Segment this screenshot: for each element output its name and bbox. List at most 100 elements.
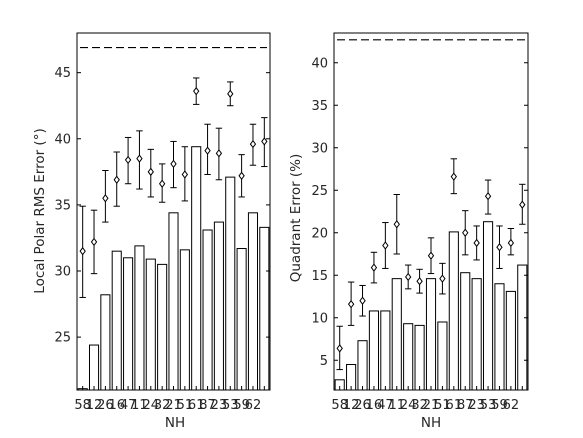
left-bar: [157, 263, 168, 391]
right-xtick-label: 87: [457, 398, 474, 413]
left-marker: [136, 154, 143, 163]
left-xtick-label: 58: [74, 398, 91, 413]
left-ytick-label: 35: [54, 198, 71, 213]
left-ytick-label: 30: [54, 265, 71, 280]
left-ytick-label: 45: [54, 66, 71, 81]
left-xtick-label: 62: [245, 398, 262, 413]
left-marker: [147, 167, 154, 177]
right-ytick-label: 10: [311, 311, 328, 326]
left-xtick-label: 16: [108, 398, 125, 413]
right-ytick-label: 25: [311, 184, 328, 199]
left-bar: [88, 344, 100, 391]
left-marker: [79, 246, 86, 256]
left-bar: [259, 226, 270, 391]
right-bar: [368, 310, 380, 391]
right-xtick-label: 26: [354, 398, 371, 413]
left-xtick-label: 26: [97, 398, 114, 413]
right-bar: [482, 221, 494, 391]
right-marker: [405, 272, 412, 282]
right-xtick-label: 12: [343, 398, 360, 413]
left-bar: [168, 212, 179, 391]
right-bar: [460, 272, 471, 391]
right-xtick-label: 32: [411, 398, 428, 413]
right-marker: [347, 299, 355, 309]
left-marker: [90, 237, 98, 247]
right-marker: [496, 242, 503, 252]
left-marker: [193, 86, 200, 96]
right-marker: [462, 228, 469, 237]
right-xtick-label: 51: [434, 398, 451, 413]
left-xtick-label: 23: [211, 398, 228, 413]
right-xlabel: NH: [421, 415, 441, 431]
left-bar: [247, 212, 259, 391]
left-marker: [113, 175, 120, 185]
right-bar: [494, 283, 505, 391]
right-xtick-label: 24: [400, 398, 417, 413]
right-ytick-label: 30: [311, 141, 328, 156]
left-marker: [181, 170, 189, 179]
right-ytick-label: 15: [311, 269, 328, 284]
right-bar: [380, 310, 391, 391]
right-bar: [357, 340, 368, 391]
left-ytick-label: 25: [54, 331, 71, 346]
left-bar: [213, 221, 224, 391]
left-bar: [134, 245, 145, 391]
left-xtick-label: 61: [188, 398, 205, 413]
right-xtick-label: 58: [331, 398, 348, 413]
right-marker: [393, 220, 400, 229]
left-xtick-label: 11: [131, 398, 148, 413]
right-bar: [414, 324, 425, 391]
right-xtick-label: 23: [468, 398, 485, 413]
right-bar: [437, 321, 448, 391]
right-marker: [473, 238, 480, 248]
right-ytick-label: 20: [311, 226, 328, 241]
left-marker: [261, 137, 268, 146]
left-bar: [123, 257, 134, 391]
left-xlabel: NH: [165, 415, 185, 431]
left-bar: [100, 294, 111, 391]
left-marker: [158, 179, 166, 188]
left-xtick-label: 51: [177, 398, 194, 413]
right-marker: [439, 274, 446, 283]
right-xtick-label: 11: [388, 398, 405, 413]
left-bar: [236, 248, 247, 391]
left-bar: [111, 250, 122, 391]
left-bar: [179, 249, 190, 391]
left-marker: [102, 194, 109, 203]
right-bar: [505, 290, 516, 391]
left-marker: [227, 89, 234, 99]
right-chart: Quadrant Error (%) NH 510152025303540581…: [288, 32, 529, 431]
right-marker: [484, 191, 492, 201]
right-xtick-label: 53: [480, 398, 497, 413]
left-marker: [249, 139, 257, 149]
left-bar: [145, 258, 156, 391]
left-xtick-label: 12: [86, 398, 103, 413]
left-bar: [225, 176, 236, 391]
right-bar: [517, 264, 528, 391]
left-xtick-label: 47: [120, 398, 137, 413]
right-marker: [382, 241, 389, 250]
right-marker: [359, 296, 366, 305]
right-marker: [519, 200, 526, 209]
right-ylabel: Quadrant Error (%): [288, 154, 304, 283]
right-marker: [427, 251, 435, 260]
left-xtick-label: 59: [233, 398, 250, 413]
right-marker: [507, 238, 515, 248]
right-xtick-label: 16: [366, 398, 383, 413]
left-xtick-label: 21: [165, 398, 182, 413]
left-bar: [191, 146, 202, 391]
right-xtick-label: 62: [503, 398, 520, 413]
right-xtick-label: 21: [423, 398, 440, 413]
left-marker: [124, 155, 132, 165]
left-ytick-label: 40: [54, 132, 71, 147]
left-marker: [215, 149, 223, 158]
right-bar: [425, 278, 437, 391]
right-bar: [471, 278, 482, 391]
right-bar: [403, 323, 414, 391]
right-ytick-label: 35: [311, 99, 328, 114]
right-xtick-label: 61: [446, 398, 463, 413]
right-ytick-label: 40: [311, 56, 328, 71]
right-marker: [370, 263, 378, 272]
left-bar: [202, 229, 213, 391]
right-ytick-label: 5: [320, 354, 328, 369]
